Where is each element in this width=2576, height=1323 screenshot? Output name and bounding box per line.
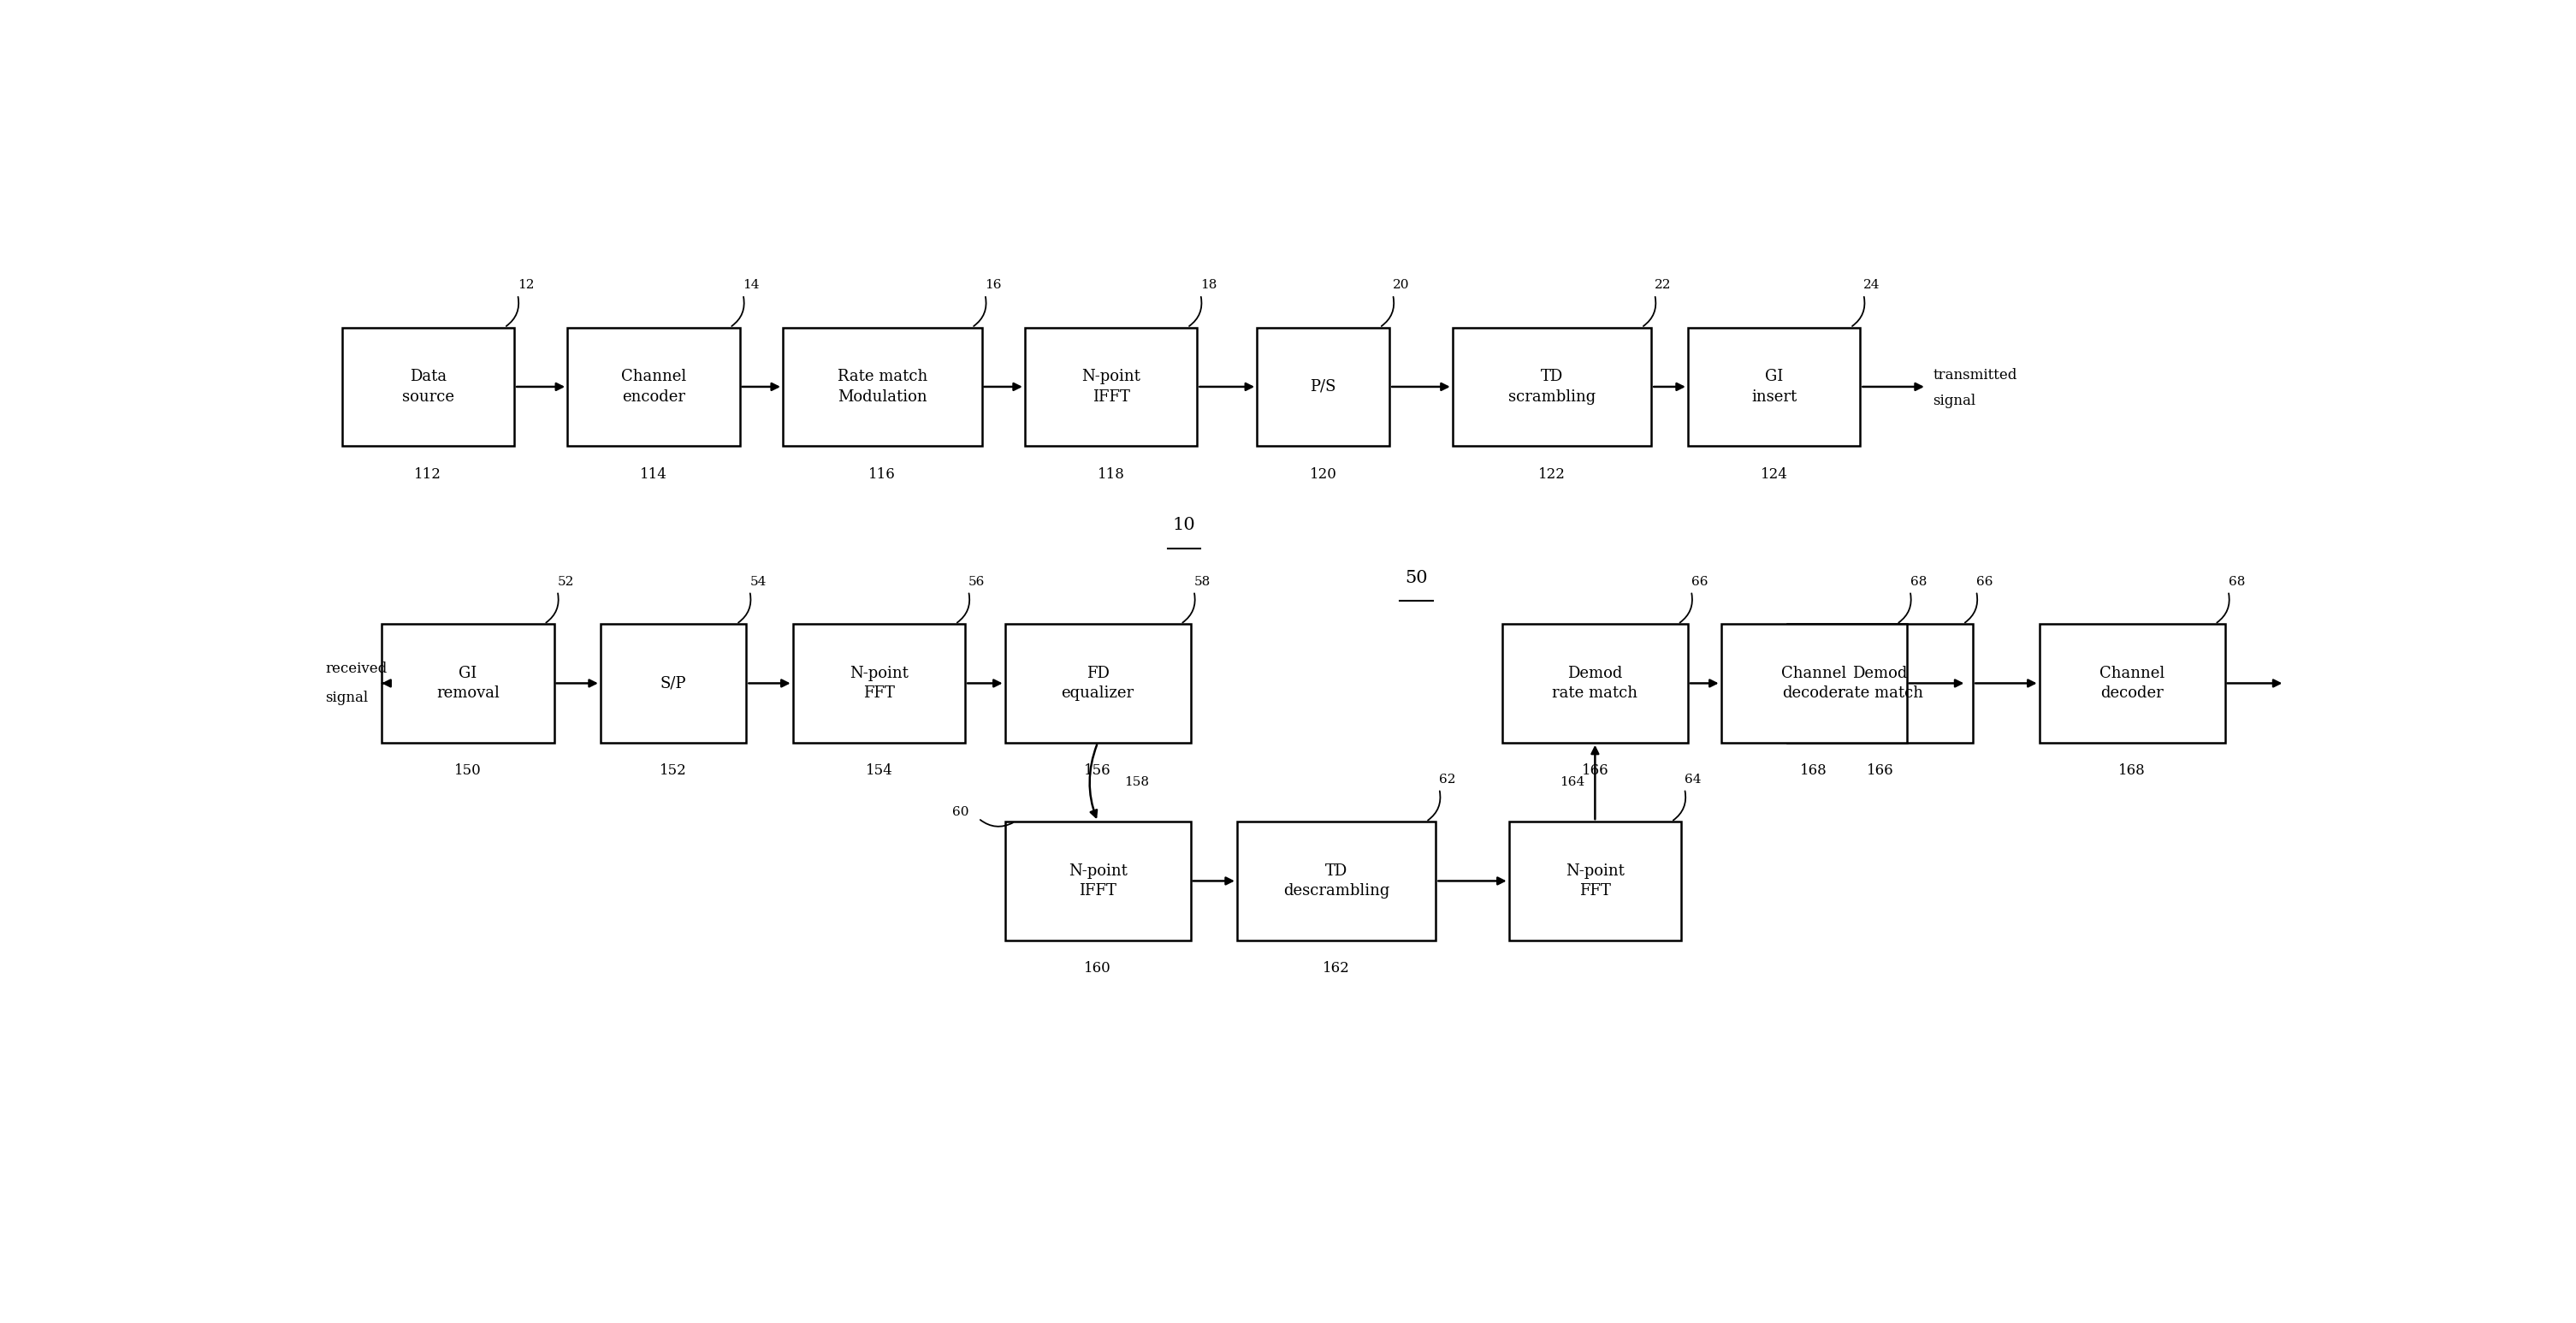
Text: N-point
IFFT: N-point IFFT	[1069, 863, 1128, 898]
Text: 50: 50	[1404, 570, 1427, 586]
Text: Demod
rate match: Demod rate match	[1837, 665, 1922, 701]
Text: 10: 10	[1172, 517, 1195, 533]
Bar	[1236, 822, 1435, 941]
Bar	[1788, 624, 1973, 742]
Text: 154: 154	[866, 763, 891, 778]
Text: 22: 22	[1654, 279, 1672, 291]
Bar	[1453, 328, 1651, 446]
Text: 20: 20	[1394, 279, 1409, 291]
Text: 12: 12	[518, 279, 533, 291]
Bar	[567, 328, 739, 446]
Text: 156: 156	[1084, 763, 1110, 778]
Text: GI
insert: GI insert	[1752, 369, 1798, 405]
Text: 68: 68	[2228, 576, 2244, 587]
Bar	[1721, 624, 1906, 742]
Bar	[600, 624, 747, 742]
Text: 116: 116	[868, 467, 896, 482]
Text: Channel
encoder: Channel encoder	[621, 369, 685, 405]
Text: signal: signal	[1932, 394, 1976, 409]
Text: N-point
IFFT: N-point IFFT	[1082, 369, 1141, 405]
Bar	[1025, 328, 1198, 446]
Bar	[1005, 822, 1190, 941]
Text: Rate match
Modulation: Rate match Modulation	[837, 369, 927, 405]
Text: FD
equalizer: FD equalizer	[1061, 665, 1133, 701]
Text: 152: 152	[659, 763, 688, 778]
Text: 158: 158	[1123, 777, 1149, 789]
Text: 54: 54	[750, 576, 765, 587]
Text: Data
source: Data source	[402, 369, 453, 405]
Text: 66: 66	[1976, 576, 1994, 587]
Text: S/P: S/P	[659, 676, 685, 691]
Text: 14: 14	[742, 279, 760, 291]
Text: 124: 124	[1759, 467, 1788, 482]
Bar	[1005, 624, 1190, 742]
Text: 166: 166	[1868, 763, 1893, 778]
Text: 58: 58	[1193, 576, 1211, 587]
Text: Channel
decoder: Channel decoder	[1780, 665, 1847, 701]
Text: 62: 62	[1440, 774, 1455, 786]
Text: 66: 66	[1692, 576, 1708, 587]
Bar	[783, 328, 981, 446]
Text: 16: 16	[984, 279, 1002, 291]
Text: 162: 162	[1324, 962, 1350, 976]
Text: 112: 112	[415, 467, 440, 482]
Text: transmitted: transmitted	[1932, 368, 2017, 382]
Text: 114: 114	[639, 467, 667, 482]
Bar	[381, 624, 554, 742]
Text: GI
removal: GI removal	[435, 665, 500, 701]
Text: 160: 160	[1084, 962, 1110, 976]
Bar	[2040, 624, 2226, 742]
Text: 122: 122	[1538, 467, 1566, 482]
Bar	[1510, 822, 1682, 941]
Text: 168: 168	[1801, 763, 1826, 778]
Text: N-point
FFT: N-point FFT	[1566, 863, 1625, 898]
Text: 68: 68	[1909, 576, 1927, 587]
Bar	[1502, 624, 1687, 742]
Text: received: received	[325, 662, 386, 676]
Text: signal: signal	[325, 691, 368, 705]
Bar	[343, 328, 515, 446]
Bar	[1687, 328, 1860, 446]
Text: P/S: P/S	[1311, 380, 1337, 394]
Text: 24: 24	[1862, 279, 1880, 291]
Bar	[1257, 328, 1388, 446]
Text: 52: 52	[556, 576, 574, 587]
Text: Channel
decoder: Channel decoder	[2099, 665, 2164, 701]
Text: TD
scrambling: TD scrambling	[1507, 369, 1595, 405]
Text: 118: 118	[1097, 467, 1126, 482]
Bar	[793, 624, 966, 742]
Text: 164: 164	[1561, 777, 1584, 789]
Text: 56: 56	[969, 576, 984, 587]
Text: TD
descrambling: TD descrambling	[1283, 863, 1388, 898]
Text: 120: 120	[1309, 467, 1337, 482]
Text: Demod
rate match: Demod rate match	[1553, 665, 1638, 701]
Text: 166: 166	[1582, 763, 1607, 778]
Text: 18: 18	[1200, 279, 1216, 291]
Text: 60: 60	[951, 807, 969, 819]
Text: 64: 64	[1685, 774, 1700, 786]
Text: 168: 168	[2117, 763, 2146, 778]
Text: N-point
FFT: N-point FFT	[850, 665, 909, 701]
Text: 150: 150	[453, 763, 482, 778]
